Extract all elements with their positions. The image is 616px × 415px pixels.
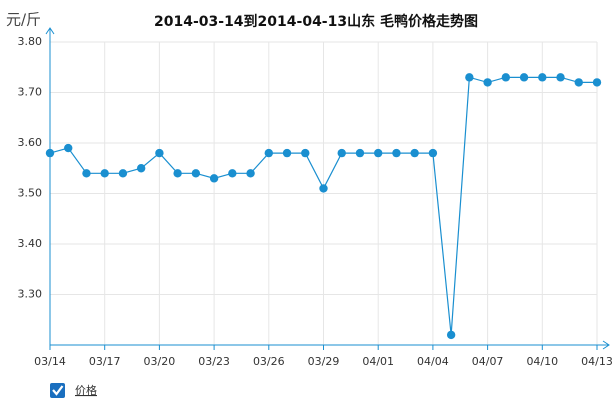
data-point	[483, 78, 492, 87]
data-point	[264, 148, 273, 158]
check-mark	[52, 385, 64, 396]
data-point	[173, 169, 182, 178]
y-tick-label: 3.80	[18, 35, 43, 48]
x-tick-label: 04/07	[472, 355, 504, 368]
data-point	[374, 148, 383, 158]
data-point	[592, 78, 602, 87]
data-point	[501, 73, 511, 82]
data-point	[519, 73, 529, 82]
data-point	[465, 73, 474, 82]
x-tick-label: 04/01	[362, 355, 394, 368]
data-point	[100, 169, 109, 178]
y-tick-label: 3.60	[18, 136, 43, 149]
x-tick-label: 04/10	[526, 355, 558, 368]
data-point	[319, 184, 328, 193]
data-point	[136, 164, 146, 173]
legend[interactable]: 价格	[50, 383, 97, 398]
data-point	[538, 73, 547, 82]
y-axis-arrow	[45, 27, 55, 35]
data-point	[64, 143, 73, 153]
y-tick-label: 3.30	[18, 288, 43, 301]
data-point	[155, 148, 164, 158]
data-point	[392, 148, 401, 158]
data-point	[191, 169, 201, 178]
chart-title: 2014-03-14到2014-04-13山东 毛鸭价格走势图	[154, 13, 478, 30]
data-point	[45, 148, 55, 158]
data-point	[337, 148, 346, 158]
y-tick-label: 3.50	[18, 187, 43, 200]
y-axis-unit: 元/斤	[6, 11, 41, 29]
legend-label[interactable]: 价格	[75, 383, 97, 397]
x-tick-label: 03/20	[144, 355, 176, 368]
data-point	[246, 169, 255, 178]
data-point	[282, 148, 292, 158]
x-tick-label: 04/13	[581, 355, 613, 368]
data-point	[118, 169, 128, 178]
data-point	[428, 148, 438, 158]
data-point	[209, 174, 219, 183]
x-axis-arrow	[602, 340, 610, 350]
data-point	[228, 169, 237, 178]
data-point	[446, 330, 456, 340]
data-point	[82, 169, 91, 178]
data-point	[410, 148, 419, 158]
legend-checkbox[interactable]	[50, 383, 65, 398]
data-point	[355, 148, 365, 158]
data-point	[574, 78, 583, 87]
x-tick-label: 03/14	[34, 355, 66, 368]
data-point	[556, 73, 565, 82]
x-tick-label: 03/17	[89, 355, 121, 368]
x-tick-label: 03/23	[198, 355, 230, 368]
x-tick-label: 03/29	[308, 355, 340, 368]
x-tick-label: 04/04	[417, 355, 449, 368]
x-tick-label: 03/26	[253, 355, 285, 368]
data-point	[301, 148, 310, 158]
y-tick-label: 3.70	[18, 86, 43, 99]
y-tick-label: 3.40	[18, 237, 43, 250]
